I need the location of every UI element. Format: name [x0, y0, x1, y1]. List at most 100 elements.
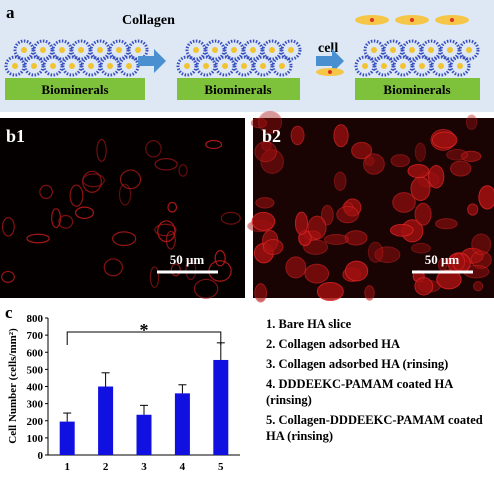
y-tick-label: 800: [27, 313, 44, 325]
flower-core: [135, 47, 141, 53]
cell: [1, 270, 15, 284]
cell: [157, 220, 176, 243]
flower: [127, 39, 149, 61]
cell: [262, 239, 284, 255]
cell: [435, 218, 458, 230]
flower-core: [116, 47, 122, 53]
cell: [112, 231, 137, 247]
flower: [280, 39, 302, 61]
cell: [351, 141, 373, 160]
cell: [294, 211, 309, 236]
x-tick-label: 3: [141, 461, 147, 473]
flower-core: [419, 63, 425, 69]
cell: [165, 230, 176, 250]
legend-item: 5. Collagen-DDDEEKC-PAMAM coated HA (rin…: [266, 413, 483, 443]
cell: [470, 250, 492, 269]
flower-core: [371, 47, 377, 53]
y-tick-label: 0: [38, 450, 44, 462]
flower-core: [466, 47, 472, 53]
cell: [58, 214, 74, 229]
panel-label: c: [5, 303, 13, 322]
cell: [39, 184, 53, 200]
cell: [1, 216, 15, 237]
cell: [285, 256, 307, 279]
y-tick-label: 500: [27, 364, 44, 376]
cell: [374, 246, 401, 264]
scale-label: 50 μm: [170, 252, 205, 267]
bar: [174, 393, 190, 455]
flower-core: [400, 63, 406, 69]
x-tick-label: 4: [180, 461, 186, 473]
cell: [364, 285, 375, 301]
flower-core: [447, 47, 453, 53]
legend: 1. Bare HA slice 2. Collagen adsorbed HA 3…: [266, 316, 488, 448]
cell: [431, 131, 458, 149]
flower-core: [59, 47, 65, 53]
step-label: Collagen: [122, 13, 175, 28]
adhered-cells: [355, 15, 469, 25]
y-tick-label: 600: [27, 347, 44, 359]
substrate: [177, 78, 300, 100]
cell: [467, 203, 479, 216]
cell: [446, 148, 469, 161]
cell-nucleus: [328, 70, 332, 74]
cell: [473, 281, 484, 292]
cell: [307, 215, 327, 240]
flower-core: [107, 63, 113, 69]
cell: [205, 139, 223, 150]
cell: [478, 185, 494, 210]
bar: [59, 421, 75, 455]
cell: [167, 201, 178, 213]
flower-core: [428, 47, 434, 53]
cell: [170, 263, 181, 277]
substrate-label: Biominerals: [204, 82, 271, 97]
flower-core: [250, 47, 256, 53]
flower-core: [409, 47, 415, 53]
x-tick-label: 5: [218, 461, 224, 473]
cell: [254, 141, 278, 163]
y-tick-label: 300: [27, 399, 44, 411]
flower-core: [381, 63, 387, 69]
bar: [213, 359, 229, 455]
flowers: [4, 39, 480, 77]
flower-core: [184, 63, 190, 69]
cell-nucleus: [450, 18, 454, 22]
cell: [220, 211, 241, 225]
cell-nucleus: [410, 18, 414, 22]
panel-label: a: [6, 3, 15, 22]
substrate: [5, 78, 145, 100]
cell: [428, 164, 445, 189]
substrate: [355, 78, 480, 100]
cell: [410, 176, 431, 201]
y-tick-label: 400: [27, 382, 44, 394]
cell: [255, 197, 275, 209]
cell: [390, 223, 414, 237]
cell: [450, 160, 472, 177]
flower-core: [50, 63, 56, 69]
y-tick-label: 700: [27, 330, 44, 342]
arrow: [138, 49, 166, 73]
flower-core: [362, 63, 368, 69]
cell: [69, 184, 84, 207]
flower-core: [97, 47, 103, 53]
cell: [26, 233, 50, 244]
cells-b2: [247, 110, 494, 303]
cell: [154, 223, 177, 237]
cell: [392, 192, 416, 213]
cell: [51, 208, 62, 229]
cell-nucleus: [370, 18, 374, 22]
flower-core: [212, 47, 218, 53]
cell: [367, 241, 384, 263]
cell: [118, 183, 132, 206]
flower-core: [88, 63, 94, 69]
panel-label: b2: [262, 126, 281, 146]
legend-item: 1. Bare HA slice: [266, 317, 352, 331]
cell: [251, 211, 276, 231]
flower-core: [193, 47, 199, 53]
substrate-label: Biominerals: [383, 82, 450, 97]
flower-core: [203, 63, 209, 69]
flower-core: [12, 63, 18, 69]
flower: [449, 55, 471, 77]
